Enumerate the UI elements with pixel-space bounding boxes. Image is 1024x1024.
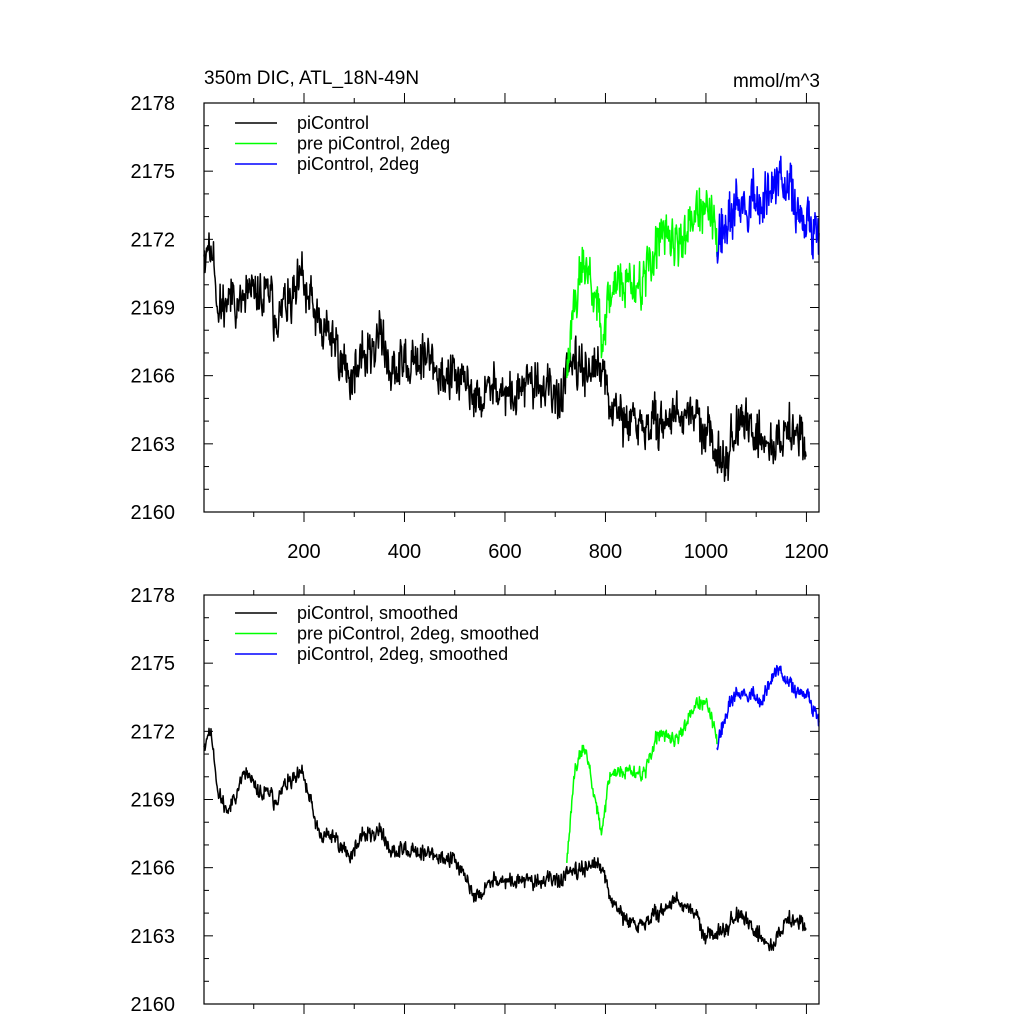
series-line-picontrol [203,232,808,482]
plot-frame [203,594,820,1005]
x-tick-label: 1000 [684,541,729,563]
y-tick-label: 2169 [131,298,176,320]
x-tick-label: 1200 [784,541,829,563]
series-line-pre-picontrol-2deg [566,187,718,379]
y-tick-label: 2160 [131,502,176,524]
x-tick-label: 800 [589,541,622,563]
series-line-picontrol-smoothed [203,727,807,952]
y-tick-label: 2166 [131,366,176,388]
legend-label-picontrol-smoothed: piControl, smoothed [297,603,458,623]
y-tick-label: 2178 [131,585,176,607]
series-line-picontrol-2deg-smoothed [716,664,820,751]
y-tick-labels: 2160 2163 2166 2169 2172 2175 2178 [131,585,176,1016]
legend-label-picontrol-2deg-smoothed: piControl, 2deg, smoothed [297,644,508,664]
y-tick-labels: 2160 2163 2166 2169 2172 2175 2178 [131,93,176,524]
y-tick-label: 2166 [131,858,176,880]
chart-title: 350m DIC, ATL_18N-49N [204,68,419,89]
bottom-panel: 2160 2163 2166 2169 2172 2175 2178 piControl, … [131,585,820,1016]
y-tick-label: 2163 [131,434,176,456]
y-tick-label: 2169 [131,790,176,812]
legend-label-pre-picontrol-2deg: pre piControl, 2deg [297,134,450,154]
y-tick-label: 2163 [131,926,176,948]
y-tick-label: 2178 [131,93,176,115]
series-line-pre-picontrol-2deg-smoothed [566,696,718,863]
y-tick-label: 2175 [131,161,176,183]
top-panel: 350m DIC, ATL_18N-49N mmol/m^3 216021632… [131,68,829,563]
series-layer [203,155,820,482]
y-tick-label: 2160 [131,994,176,1016]
series-layer [203,664,820,952]
legend-label-pre-picontrol-2deg-smoothed: pre piControl, 2deg, smoothed [297,624,539,644]
x-tick-labels: 200 400 600 800 1000 1200 [287,541,828,563]
legend-label-picontrol: piControl [297,113,369,133]
y-tick-label: 2172 [131,721,176,743]
units-label: mmol/m^3 [733,71,820,92]
y-tick-label: 2175 [131,653,176,675]
x-tick-label: 400 [388,541,421,563]
plot-frame [203,102,820,513]
series-line-picontrol-2deg [716,155,820,264]
legend-label-picontrol-2deg: piControl, 2deg [297,154,419,174]
x-tick-label: 600 [488,541,521,563]
x-tick-label: 200 [287,541,320,563]
y-tick-label: 2172 [131,229,176,251]
